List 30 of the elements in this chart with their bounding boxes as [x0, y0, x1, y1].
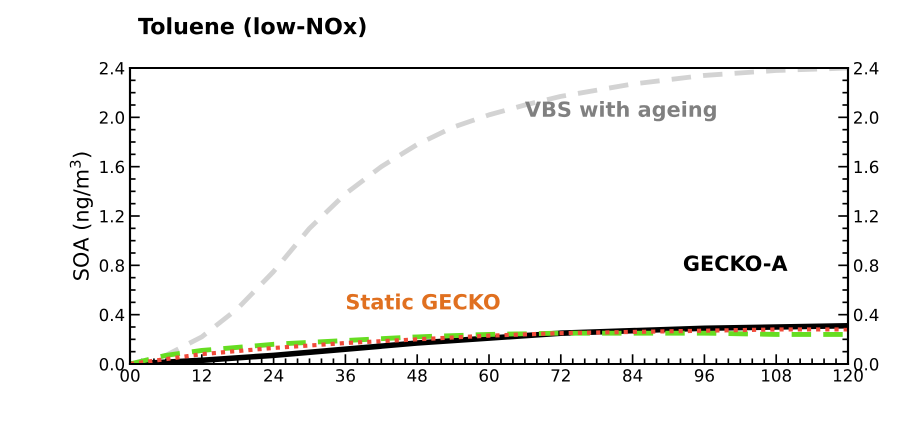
y-tick-label: 2.4	[100, 62, 124, 74]
y-tick-label: 0.4	[100, 308, 124, 322]
y-tick-label: 1.6	[100, 160, 124, 174]
y2-tick-label: 2.4	[854, 62, 878, 74]
chart-title: Toluene (low-NOx)	[138, 17, 366, 38]
x-tick-label: 48	[407, 369, 427, 382]
x-tick-label: 72	[552, 369, 570, 382]
x-tick-label: 12	[193, 369, 211, 382]
y-tick-label: 0.8	[100, 259, 124, 272]
series-label: VBS with ageing	[525, 100, 716, 122]
y-tick-label: 1.2	[100, 210, 124, 222]
x-tick-label: 36	[336, 369, 355, 382]
y2-tick-label: 0.8	[854, 259, 878, 272]
x-tick-label: 108	[762, 369, 791, 382]
x-tick-label: 60	[480, 369, 498, 382]
x-tick-label: 00	[120, 369, 140, 382]
x-tick-label: 96	[694, 369, 714, 382]
y-tick-label: 2.0	[100, 111, 124, 124]
y2-tick-label: 1.2	[854, 210, 878, 222]
series-label: Static GECKO	[346, 294, 500, 310]
y-axis-title: SOA (ng/m$^{3}$)	[70, 152, 93, 280]
y-tick-label: 0.0	[100, 358, 124, 371]
y2-tick-label: 1.6	[854, 160, 878, 174]
x-tick-label: 24	[264, 369, 284, 382]
text: GECKO-A	[684, 255, 788, 272]
y2-tick-label: 2.0	[854, 111, 878, 124]
x-tick-label: 84	[623, 369, 642, 382]
y2-tick-label: 0.4	[854, 308, 878, 322]
x-tick-label: 120	[834, 369, 863, 382]
y2-tick-label: 0.0	[854, 358, 878, 371]
